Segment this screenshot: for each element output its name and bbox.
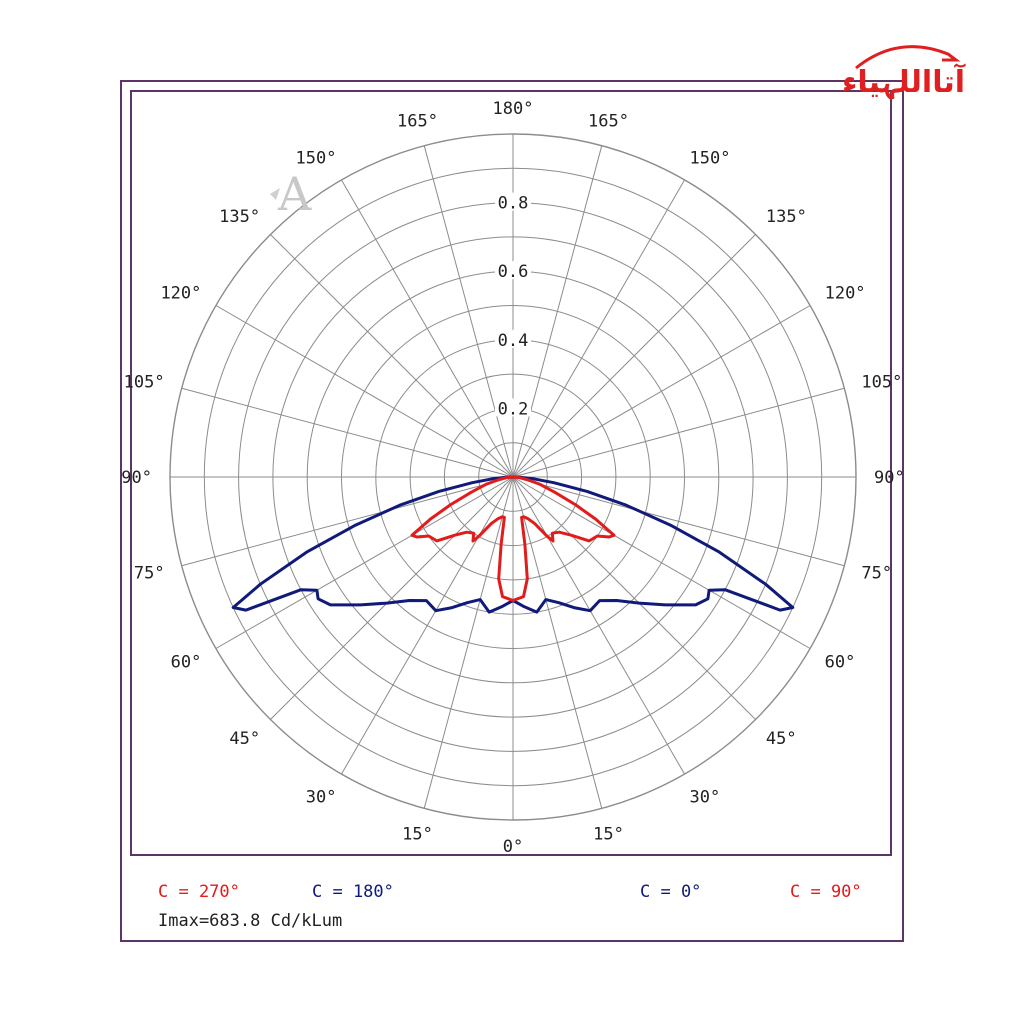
grid-spoke — [512, 145, 603, 478]
angle-label: 105° — [861, 373, 902, 393]
watermark-logo: A — [262, 166, 322, 222]
radial-tick-label: 0.2 — [498, 399, 529, 419]
angle-label: 15° — [593, 824, 624, 844]
grid-spoke — [181, 387, 514, 478]
grid-spoke — [215, 476, 514, 649]
grid-spoke — [341, 179, 514, 478]
grid-spoke — [512, 305, 811, 478]
grid-spoke — [270, 476, 514, 720]
angle-label: 150° — [690, 148, 731, 168]
angle-labels: 0.2 0.4 0.6 0.8 0° 15° 30° 45° 60° 75° 90° 105° 120°… — [121, 99, 904, 857]
angle-label: 0° — [503, 837, 523, 857]
angle-label: 105° — [124, 373, 165, 393]
imax-label: Imax=683.8 Cd/kLum — [158, 911, 343, 931]
angle-label: 120° — [160, 284, 201, 304]
radial-tick-label: 0.4 — [498, 331, 529, 351]
polar-grid — [169, 133, 857, 821]
grid-spoke — [270, 234, 514, 478]
angle-label: 75° — [861, 564, 892, 584]
radial-tick-bg — [495, 329, 531, 348]
legend-c270: C = 270° — [158, 882, 240, 902]
angle-label: 165° — [588, 112, 629, 132]
grid-spoke — [512, 476, 845, 567]
angle-label: 45° — [229, 729, 260, 749]
chart-frame-outer — [120, 80, 904, 942]
grid-spoke — [181, 476, 514, 567]
grid-spoke — [512, 476, 603, 809]
watermark-letter: A — [277, 167, 312, 221]
angle-label: 180° — [493, 99, 534, 119]
grid-spoke — [512, 476, 756, 720]
radial-tick-label: 0.6 — [498, 262, 529, 282]
radial-tick-label: 0.8 — [498, 194, 529, 214]
angle-label: 120° — [825, 284, 866, 304]
grid-spoke — [341, 476, 514, 775]
angle-label: 30° — [306, 788, 337, 808]
grid-spoke — [512, 476, 811, 649]
legend-c180: C = 180° — [312, 882, 394, 902]
radial-tick-bg — [495, 192, 531, 211]
grid-spoke — [512, 179, 685, 478]
angle-label: 90° — [121, 468, 152, 488]
intensity-curves — [231, 475, 795, 614]
radial-tick-bg — [495, 398, 531, 417]
grid-spoke — [512, 476, 685, 775]
grid-spoke — [423, 145, 514, 478]
legend-c0: C = 0° — [640, 882, 702, 902]
angle-label: 75° — [134, 564, 165, 584]
angle-label: 45° — [766, 729, 797, 749]
angle-label: 60° — [825, 653, 856, 673]
logo-text: آتااللہیاء — [842, 63, 966, 100]
chart-frame-inner — [130, 90, 892, 856]
grid-spoke — [512, 234, 756, 478]
grid-spoke — [423, 476, 514, 809]
angle-label: 30° — [690, 788, 721, 808]
radial-tick-bg — [495, 261, 531, 280]
angle-label: 60° — [171, 653, 202, 673]
brand-logo: آتااللہیاء — [838, 40, 978, 100]
grid-spoke — [512, 387, 845, 478]
grid-spoke — [215, 305, 514, 478]
angle-label: 135° — [219, 207, 260, 227]
intensity-curve — [410, 475, 616, 602]
angle-label: 15° — [402, 824, 433, 844]
angle-label: 165° — [397, 112, 438, 132]
angle-label: 135° — [766, 207, 807, 227]
angle-label: 150° — [296, 148, 337, 168]
angle-label: 90° — [874, 468, 905, 488]
legend-c90: C = 90° — [790, 882, 862, 902]
